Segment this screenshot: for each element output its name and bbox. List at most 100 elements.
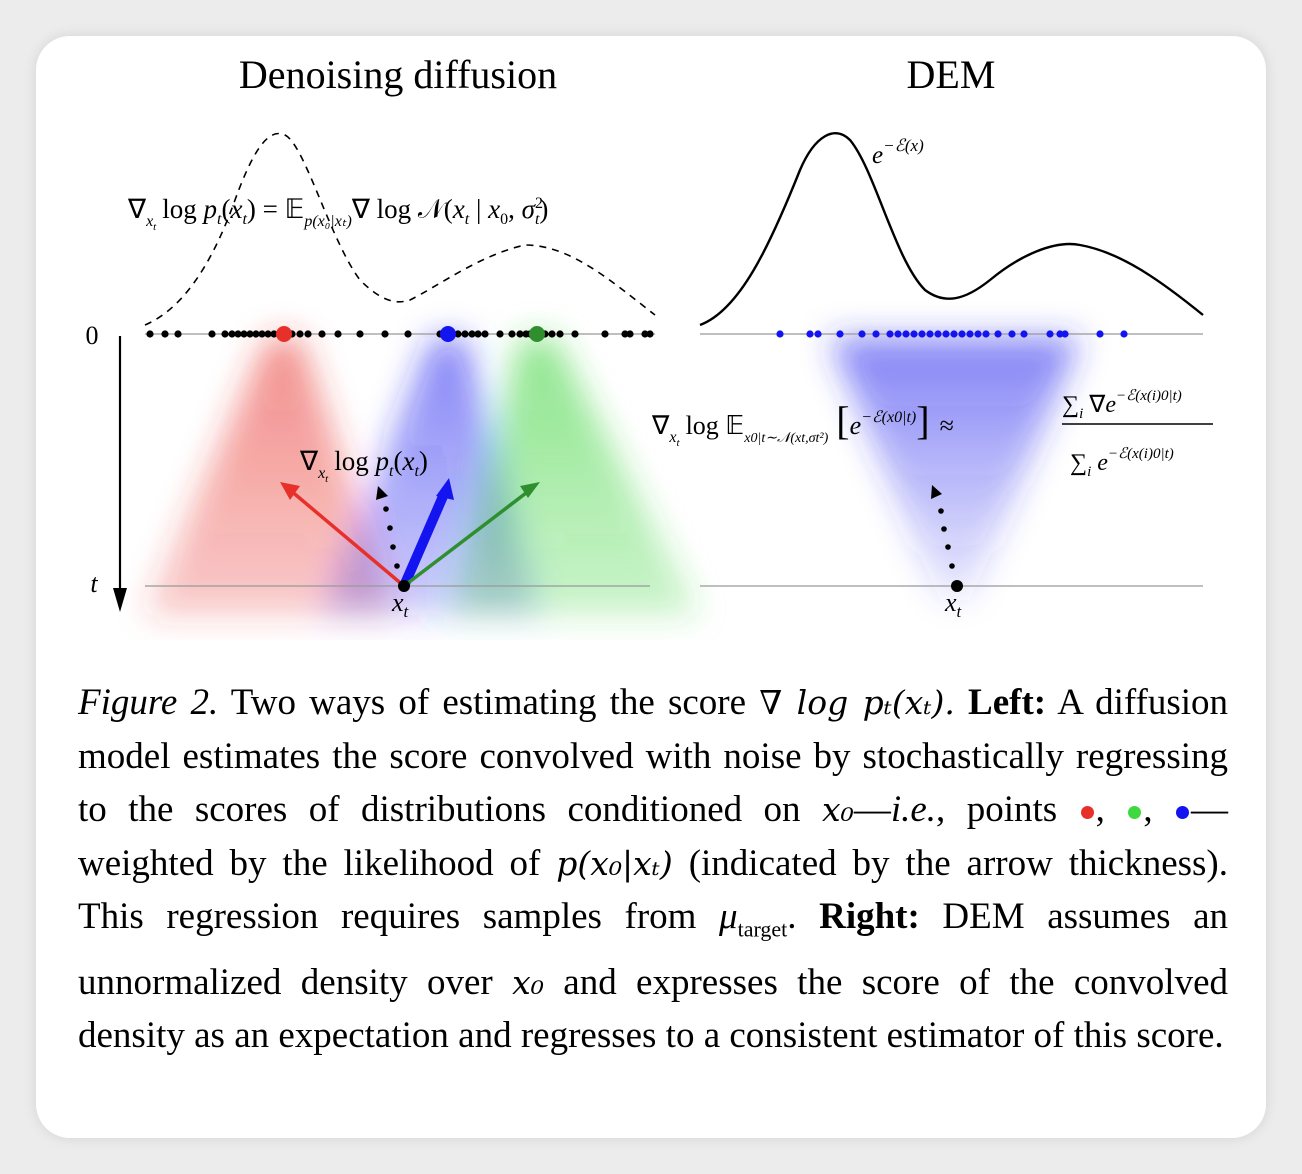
- sample-point: [886, 330, 894, 338]
- left-panel-title: Denoising diffusion: [239, 52, 557, 97]
- sample-point: [806, 330, 814, 338]
- sample-point: [508, 330, 516, 338]
- caption-right-label: Right:: [819, 896, 920, 937]
- caption-comma-1: ,: [1095, 789, 1127, 830]
- sample-point: [221, 330, 229, 338]
- left-score-label: ∇xtlog pt(xt): [299, 446, 428, 485]
- left-cones: [145, 338, 700, 615]
- sample-point: [454, 330, 462, 338]
- sample-point: [621, 330, 629, 338]
- sample-point: [646, 330, 654, 338]
- right-xt-label: xt: [944, 588, 963, 621]
- right-panel-title: DEM: [907, 52, 996, 97]
- fraction-numerator: ∑i ∇e−ℰ(x(i)0|t): [1062, 388, 1182, 422]
- caption-text-3: , points: [936, 789, 1079, 830]
- figure-caption: Figure 2. Two ways of estimating the sco…: [78, 676, 1228, 1063]
- blue-arrow: [399, 489, 449, 591]
- sample-point: [334, 330, 342, 338]
- sample-point: [240, 330, 248, 338]
- sample-point: [902, 330, 910, 338]
- figure-label: Figure 2.: [78, 682, 219, 723]
- green-dot-icon: [1128, 806, 1142, 820]
- red-arrow-head: [280, 482, 300, 500]
- right-score-estimator: ∇xtlog 𝔼x0|t∼𝒩(xt,σt²) [e−ℰ(x0|t)] ≈: [651, 398, 954, 449]
- caption-score-expr: ∇ log pₜ(xₜ).: [759, 683, 955, 722]
- caption-text-7: DEM assumes an unnormalized density over: [78, 896, 1229, 1003]
- sample-point: [516, 330, 524, 338]
- caption-x0: x₀: [822, 790, 854, 829]
- left-xt-point: [398, 580, 410, 592]
- caption-text-5: (indicated by the arrow thickness). This…: [78, 842, 1228, 938]
- sample-point: [1046, 330, 1054, 338]
- right-density-label: e−ℰ(x): [872, 136, 924, 169]
- sample-point: [296, 330, 304, 338]
- sample-point: [496, 330, 504, 338]
- zero-label: 0: [86, 321, 99, 350]
- caption-dash: —: [853, 789, 891, 830]
- sample-point: [264, 330, 272, 338]
- sample-point: [174, 330, 182, 338]
- caption-text-2: A diffusion model estimates the score co…: [78, 682, 1228, 830]
- left-sample-points: [146, 330, 654, 338]
- caption-text-1: Two ways of estimating the score: [218, 682, 760, 723]
- sample-point: [161, 330, 169, 338]
- sample-point: [356, 330, 364, 338]
- sample-point: [1008, 330, 1016, 338]
- sample-point: [1020, 330, 1028, 338]
- green-point: [529, 326, 545, 342]
- right-dotted-arrow: [931, 485, 955, 569]
- sample-point: [1061, 330, 1069, 338]
- sample-point: [304, 330, 312, 338]
- sample-point: [894, 330, 902, 338]
- caption-left-label: Left:: [968, 682, 1047, 723]
- sample-point: [934, 330, 942, 338]
- sample-point: [776, 330, 784, 338]
- sample-point: [481, 330, 489, 338]
- right-cone: [830, 338, 1080, 600]
- left-xt-label: xt: [391, 588, 410, 621]
- caption-text-6: .: [787, 896, 820, 937]
- blue-arrow-head: [436, 478, 454, 500]
- sample-point: [626, 330, 634, 338]
- sample-point: [926, 330, 934, 338]
- t-label: t: [90, 569, 98, 598]
- blue-dot-icon: [1176, 806, 1189, 820]
- sample-point: [252, 330, 260, 338]
- sample-point: [966, 330, 974, 338]
- caption-x0-b: x₀: [512, 962, 544, 1002]
- sample-point: [950, 330, 958, 338]
- sample-point: [571, 330, 579, 338]
- red-dot-icon: [1080, 806, 1094, 820]
- left-dashed-density: [144, 132, 656, 326]
- sample-point: [858, 330, 866, 338]
- caption-mu: μ: [719, 896, 738, 937]
- sample-point: [1120, 330, 1128, 338]
- blue-point: [440, 326, 456, 342]
- sample-point: [270, 330, 278, 338]
- sample-point: [1096, 330, 1104, 338]
- sample-point: [258, 330, 266, 338]
- sample-point: [872, 330, 880, 338]
- red-point: [276, 326, 292, 342]
- sample-point: [994, 330, 1002, 338]
- caption-comma-2: ,: [1143, 789, 1174, 830]
- left-dotted-arrow: [376, 486, 400, 569]
- sample-point: [146, 330, 154, 338]
- caption-mu-sub: target: [737, 916, 788, 942]
- sample-point: [942, 330, 950, 338]
- sample-point: [318, 330, 326, 338]
- sample-point: [958, 330, 966, 338]
- red-arrow: [288, 488, 406, 588]
- sample-point: [246, 330, 254, 338]
- sample-point: [974, 330, 982, 338]
- sample-point: [918, 330, 926, 338]
- sample-point: [814, 330, 822, 338]
- sample-point: [1056, 330, 1064, 338]
- time-arrow-head: [113, 588, 127, 612]
- caption-ie: i.e.: [890, 789, 937, 830]
- caption-text-8: and expresses the score of the convolved…: [78, 961, 1228, 1057]
- fraction-denominator: ∑i e−ℰ(x(i)0|t): [1070, 446, 1174, 480]
- sample-point: [548, 330, 556, 338]
- sample-point: [234, 330, 242, 338]
- green-arrow: [402, 488, 532, 588]
